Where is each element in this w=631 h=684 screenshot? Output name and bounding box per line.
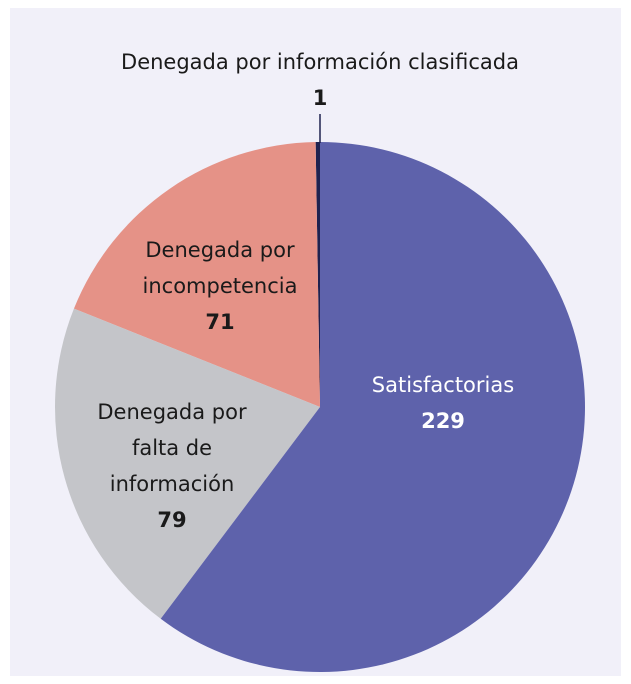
category-label: Denegada por información clasificada bbox=[121, 50, 519, 74]
pie-slice bbox=[315, 142, 320, 407]
pie-slice bbox=[160, 142, 586, 672]
slice-label: Denegada por información clasificada 1 bbox=[40, 44, 600, 116]
category-label: Satisfactorias bbox=[371, 373, 515, 397]
slice-label: Denegada por falta de información 79 bbox=[92, 394, 252, 538]
pie-slice bbox=[54, 308, 321, 619]
value-label: 71 bbox=[205, 310, 235, 334]
pie-slice bbox=[73, 142, 320, 407]
value-label: 1 bbox=[312, 86, 328, 110]
category-label: Denegada por falta de información bbox=[97, 400, 247, 496]
value-label: 79 bbox=[157, 508, 187, 532]
slice-label: Satisfactorias 229 bbox=[343, 367, 543, 439]
value-label: 229 bbox=[421, 409, 465, 433]
category-label: Denegada por incompetencia bbox=[142, 238, 298, 298]
slice-label: Denegada por incompetencia 71 bbox=[120, 232, 320, 340]
